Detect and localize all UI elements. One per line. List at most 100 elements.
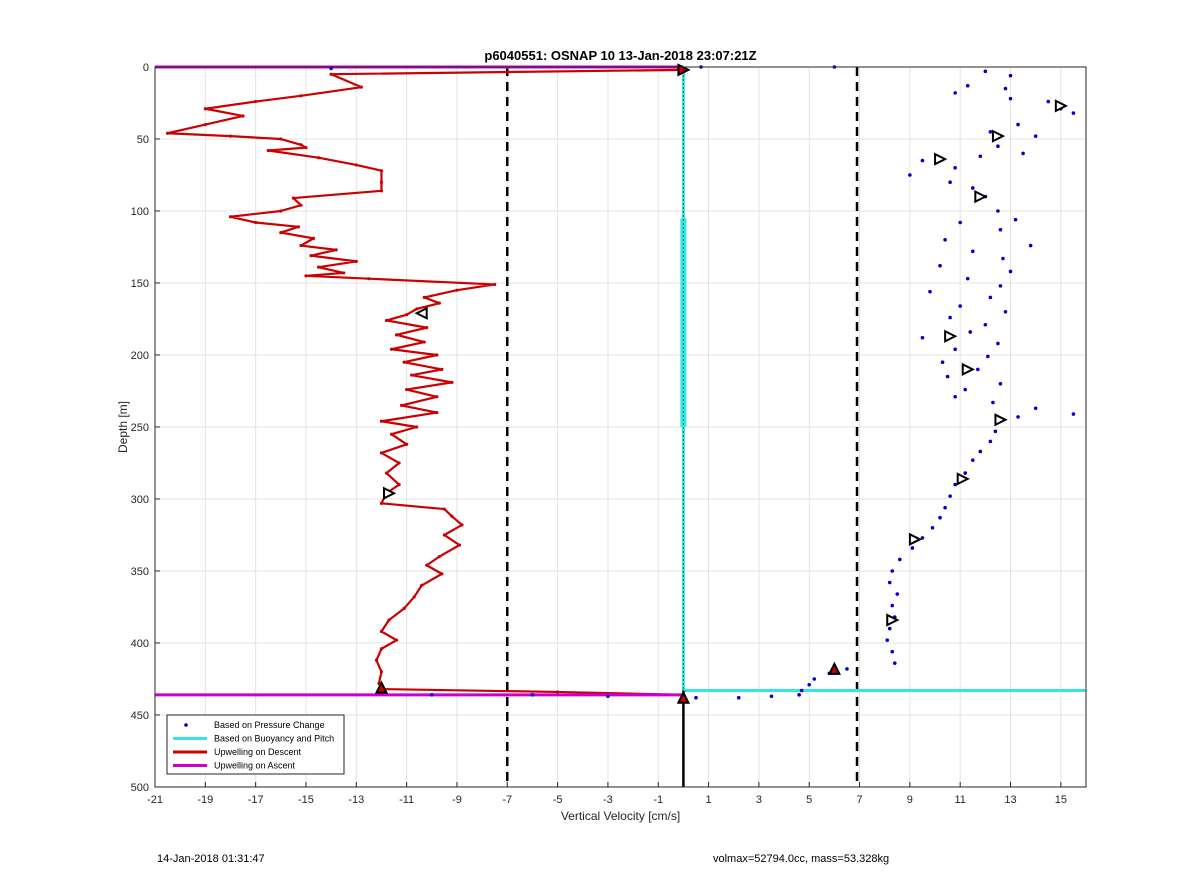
pressure-change-point bbox=[938, 515, 942, 520]
pressure-change-point bbox=[996, 209, 1000, 213]
descent-point bbox=[379, 189, 384, 193]
x-axis-label: Vertical Velocity [cm/s] bbox=[561, 809, 680, 823]
descent-point bbox=[389, 432, 394, 436]
descent-point bbox=[412, 595, 416, 599]
descent-point bbox=[394, 333, 399, 337]
open-triangle-marker bbox=[908, 532, 923, 546]
descent-point bbox=[279, 137, 283, 141]
x-tick-label: -9 bbox=[452, 794, 462, 806]
descent-point bbox=[354, 259, 358, 263]
y-axis-label: Depth [m] bbox=[116, 401, 130, 453]
x-tick-label: -13 bbox=[348, 794, 364, 806]
pressure-change-point bbox=[920, 158, 925, 163]
pressure-change-point bbox=[797, 693, 801, 697]
descent-point bbox=[420, 583, 424, 588]
descent-point bbox=[415, 307, 419, 311]
pressure-change-point bbox=[895, 592, 900, 596]
descent-point bbox=[389, 347, 394, 351]
open-triangle-marker bbox=[934, 152, 948, 166]
y-tick-label: 500 bbox=[131, 782, 149, 794]
descent-point bbox=[555, 690, 560, 694]
descent-point bbox=[442, 533, 446, 537]
descent-point bbox=[291, 196, 295, 200]
legend-swatch bbox=[184, 723, 188, 727]
pressure-change-point bbox=[329, 66, 333, 71]
x-tick-label: 7 bbox=[856, 794, 862, 806]
pressure-change-point bbox=[1021, 151, 1025, 156]
pressure-change-point bbox=[1046, 99, 1051, 104]
descent-point bbox=[296, 225, 301, 229]
pressure-change-point bbox=[1003, 86, 1008, 91]
pressure-change-point bbox=[807, 682, 812, 687]
descent-point bbox=[266, 148, 270, 153]
descent-point bbox=[379, 501, 384, 505]
descent-point bbox=[304, 274, 308, 278]
reference-lines bbox=[506, 67, 859, 787]
pressure-change-point bbox=[890, 569, 895, 573]
pressure-change-point bbox=[968, 330, 973, 334]
y-tick-label: 400 bbox=[131, 638, 149, 650]
descent-point bbox=[399, 403, 404, 407]
descent-point bbox=[440, 367, 444, 371]
y-tick-label: 450 bbox=[131, 710, 149, 722]
descent-point bbox=[460, 523, 464, 527]
pressure-change-point bbox=[887, 626, 892, 631]
pressure-change-point bbox=[769, 694, 774, 699]
open-triangle-marker bbox=[974, 189, 988, 204]
descent-point bbox=[165, 131, 170, 135]
pressure-change-point bbox=[1013, 217, 1018, 222]
pressure-change-point bbox=[530, 693, 535, 697]
x-tick-label: -7 bbox=[502, 794, 512, 806]
pressure-change-point bbox=[970, 249, 975, 254]
descent-point bbox=[203, 123, 207, 127]
descent-point bbox=[422, 340, 426, 344]
pressure-change-point bbox=[953, 482, 957, 487]
descent-point bbox=[405, 442, 409, 446]
descent-point bbox=[304, 146, 308, 150]
pressure-change-point bbox=[928, 289, 932, 294]
pressure-change-point bbox=[945, 374, 950, 379]
pressure-change-point bbox=[1028, 243, 1033, 248]
descent-point bbox=[450, 380, 454, 384]
x-tick-label: 11 bbox=[954, 794, 965, 806]
open-triangle-marker bbox=[944, 329, 958, 343]
tick-labels: -21 -19 -17 -15 -13 -11 -9 -7 -5 -3 -1 1 3 5 7 9 11 13 150… bbox=[131, 62, 1067, 806]
pressure-change-point bbox=[983, 69, 988, 74]
pressure-change-point bbox=[963, 471, 968, 475]
pressure-change-point bbox=[976, 367, 980, 372]
descent-point bbox=[254, 99, 258, 104]
x-tick-label: -1 bbox=[653, 794, 663, 806]
pressure-change-point bbox=[940, 360, 945, 365]
pressure-change-point bbox=[943, 505, 947, 510]
y-tick-label: 300 bbox=[131, 494, 149, 506]
pressure-change-point bbox=[996, 144, 1000, 148]
pressure-change-point bbox=[920, 335, 925, 340]
descent-line bbox=[166, 68, 684, 696]
x-tick-label: 3 bbox=[756, 794, 762, 806]
x-tick-label: -17 bbox=[248, 794, 264, 806]
descent-point bbox=[379, 647, 384, 651]
descent-point bbox=[374, 658, 379, 662]
pressure-change-point bbox=[1033, 406, 1038, 411]
descent-point bbox=[455, 288, 459, 292]
pressure-change-point bbox=[890, 649, 895, 654]
pressure-change-point bbox=[948, 315, 952, 320]
descent-point bbox=[299, 94, 303, 98]
pressure-change-point bbox=[1071, 412, 1076, 416]
pressure-change-point bbox=[993, 429, 998, 434]
descent-point bbox=[334, 248, 338, 252]
pressure-change-point bbox=[1001, 256, 1005, 261]
descent-point bbox=[241, 114, 245, 118]
pressure-change-point bbox=[885, 638, 890, 642]
descent-point bbox=[379, 629, 384, 634]
descent-point bbox=[405, 387, 409, 392]
descent-point bbox=[402, 606, 406, 611]
open-triangle-marker bbox=[991, 129, 1006, 143]
x-tick-label: -19 bbox=[197, 794, 213, 806]
descent-point bbox=[394, 638, 399, 642]
pressure-change-point bbox=[908, 173, 912, 177]
descent-point bbox=[299, 143, 303, 147]
open-triangle-marker bbox=[1054, 99, 1069, 113]
descent-point bbox=[435, 353, 439, 357]
descent-point bbox=[359, 85, 363, 89]
